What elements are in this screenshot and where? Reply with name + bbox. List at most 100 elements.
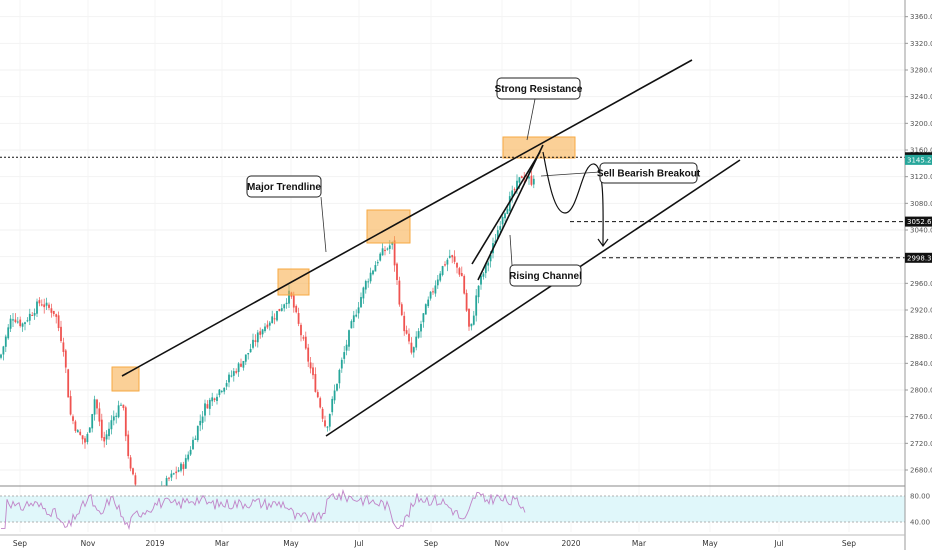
price-axis[interactable]: 2680.0 2720.0 2760.0 2800.0 2840.0 2880.0 2920… bbox=[904, 0, 932, 550]
candle-body bbox=[33, 313, 36, 316]
candle-body bbox=[434, 285, 437, 294]
y-tick-label: 2720.0 bbox=[910, 440, 932, 448]
candle-body bbox=[230, 375, 233, 377]
candle-body bbox=[369, 272, 372, 282]
candle-body bbox=[117, 405, 120, 418]
candle-body bbox=[367, 281, 370, 283]
candle-body bbox=[247, 353, 250, 355]
candle-body bbox=[127, 434, 130, 457]
candle-body bbox=[259, 331, 262, 335]
resistance-zone bbox=[502, 136, 576, 159]
candle-body bbox=[254, 340, 257, 342]
candle-body bbox=[50, 308, 53, 313]
candle-body bbox=[494, 240, 497, 244]
candle-body bbox=[429, 291, 432, 299]
candle-body bbox=[223, 387, 226, 392]
candle-body bbox=[484, 263, 487, 274]
candle-body bbox=[345, 344, 348, 351]
candle-body bbox=[129, 457, 132, 469]
candle-body bbox=[67, 369, 70, 398]
steep-wedge-lower bbox=[477, 144, 544, 281]
candle-body bbox=[319, 398, 322, 408]
candle-body bbox=[482, 273, 485, 277]
candle-body bbox=[120, 404, 122, 406]
price-tag-label: 3052.6 bbox=[907, 218, 932, 226]
candle-body bbox=[400, 304, 403, 316]
candle-body bbox=[256, 332, 259, 343]
candle-body bbox=[194, 438, 197, 440]
candle-body bbox=[417, 331, 420, 338]
rsi-line bbox=[1, 488, 526, 531]
candle-body bbox=[324, 420, 326, 427]
projected-path-arrow bbox=[597, 238, 609, 248]
candle-body bbox=[24, 322, 26, 325]
candle-body bbox=[45, 302, 48, 306]
candle-body bbox=[297, 313, 300, 324]
callout-label: Rising Channel bbox=[509, 271, 582, 282]
y-tick-label: 3240.0 bbox=[910, 93, 932, 101]
candle-body bbox=[302, 337, 305, 339]
candle-body bbox=[384, 249, 386, 252]
candle-body bbox=[165, 478, 168, 486]
candle-body bbox=[132, 468, 134, 475]
x-tick-label: Nov bbox=[495, 539, 510, 548]
candle-body bbox=[276, 310, 278, 321]
candle-body bbox=[182, 464, 185, 470]
candle-body bbox=[441, 266, 444, 275]
callout-major-trendline: Major Trendline bbox=[246, 175, 322, 198]
candle-body bbox=[465, 292, 468, 311]
candle-body bbox=[343, 352, 346, 359]
candle-body bbox=[448, 255, 451, 258]
y-tick-label: 2800.0 bbox=[910, 387, 932, 395]
candle-body bbox=[278, 308, 281, 312]
candle-body bbox=[199, 420, 202, 426]
x-tick-label: Nov bbox=[81, 539, 96, 548]
candle-body bbox=[439, 273, 442, 281]
candle-body bbox=[350, 321, 353, 329]
candle-body bbox=[463, 276, 466, 294]
candle-body bbox=[180, 463, 182, 471]
candle-body bbox=[244, 354, 247, 362]
candle-body bbox=[110, 420, 113, 430]
candle-body bbox=[472, 315, 475, 325]
candle-body bbox=[403, 315, 406, 332]
candle-body bbox=[19, 319, 22, 327]
candle-body bbox=[499, 226, 502, 230]
y-tick-label: 3280.0 bbox=[910, 67, 932, 75]
candle-body bbox=[331, 398, 334, 413]
rsi-level-label: 80.00 bbox=[910, 493, 930, 501]
candle-body bbox=[458, 268, 461, 275]
time-axis[interactable]: Sep Nov 2019 Mar May Jul Sep Nov 2020 Mar May Jul Se… bbox=[0, 534, 905, 548]
candle-body bbox=[372, 270, 374, 275]
candle-body bbox=[271, 316, 274, 324]
candle-body bbox=[220, 390, 223, 392]
candle-body bbox=[4, 336, 7, 347]
candle-body bbox=[108, 428, 110, 437]
candle-body bbox=[333, 390, 336, 401]
candle-body bbox=[422, 313, 425, 323]
candle-body bbox=[460, 273, 463, 277]
x-tick-label: May bbox=[283, 539, 299, 548]
candle-body bbox=[280, 308, 283, 311]
candle-body bbox=[288, 290, 290, 304]
candle-body bbox=[415, 336, 418, 348]
x-tick-label: Sep bbox=[424, 539, 438, 548]
candle-body bbox=[364, 281, 367, 290]
candle-body bbox=[40, 304, 43, 306]
candle-body bbox=[489, 254, 492, 262]
candle-body bbox=[240, 363, 242, 367]
candle-body bbox=[43, 304, 46, 308]
candle-body bbox=[187, 454, 190, 460]
candle-body bbox=[168, 477, 170, 479]
candle-body bbox=[444, 264, 446, 266]
candle-body bbox=[427, 299, 430, 307]
candle-body bbox=[88, 427, 91, 433]
pointer-breakout bbox=[540, 171, 601, 177]
candle-body bbox=[249, 349, 252, 353]
steep-wedge-upper bbox=[471, 151, 541, 265]
candle-body bbox=[38, 300, 41, 304]
candle-body bbox=[424, 304, 427, 315]
callout-box bbox=[496, 77, 581, 100]
y-tick-label: 2680.0 bbox=[910, 467, 932, 475]
